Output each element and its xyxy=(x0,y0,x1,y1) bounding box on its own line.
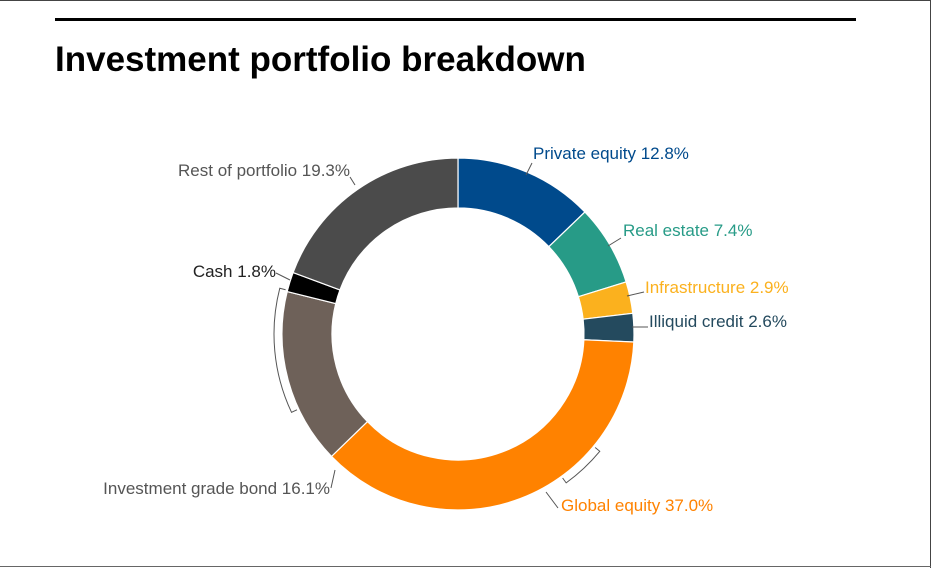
bracket-global-equity xyxy=(562,447,601,484)
leader-investment-grade-bond xyxy=(330,469,336,489)
leader-lines xyxy=(273,162,648,509)
label-real-estate: Real estate 7.4% xyxy=(623,221,752,240)
label-private-equity: Private equity 12.8% xyxy=(533,144,689,163)
title-rule xyxy=(55,18,856,21)
leader-cash xyxy=(275,272,291,281)
leader-rest-of-portfolio xyxy=(349,176,356,186)
label-cash: Cash 1.8% xyxy=(193,262,276,281)
frame-top-border xyxy=(0,0,931,1)
leader-infrastructure xyxy=(626,291,645,297)
donut-slices xyxy=(281,157,635,511)
leader-private-equity xyxy=(525,162,533,176)
slice-labels: Private equity 12.8% Real estate 7.4% Infr… xyxy=(103,144,788,515)
slice-global-equity xyxy=(330,339,635,511)
label-infrastructure: Infrastructure 2.9% xyxy=(645,278,789,297)
label-illiquid-credit: Illiquid credit 2.6% xyxy=(649,312,787,331)
label-rest-of-portfolio: Rest of portfolio 19.3% xyxy=(178,161,350,180)
bracket-investment-grade-bond xyxy=(273,287,298,414)
frame-bottom-border xyxy=(0,566,931,567)
label-global-equity: Global equity 37.0% xyxy=(561,496,713,515)
slice-rest-of-portfolio xyxy=(292,157,459,291)
chart-title: Investment portfolio breakdown xyxy=(55,40,586,79)
leader-real-estate xyxy=(607,237,622,247)
leader-global-equity xyxy=(545,491,559,509)
slice-investment-grade-bond xyxy=(281,290,369,458)
label-investment-grade-bond: Investment grade bond 16.1% xyxy=(103,479,330,498)
